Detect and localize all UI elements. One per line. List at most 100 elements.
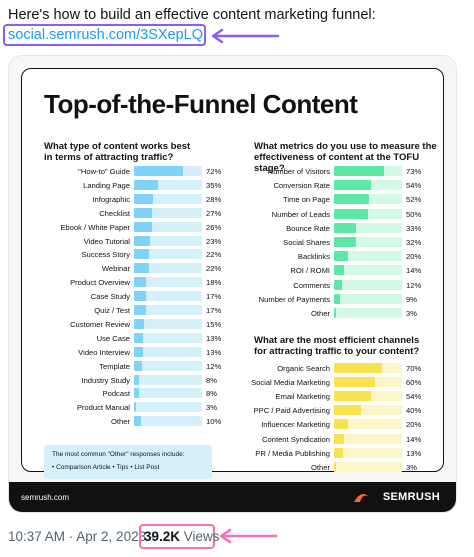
- bar-label: ROI / ROMI: [22, 265, 330, 276]
- bar-label: Content Syndication: [22, 434, 330, 445]
- bar: [334, 405, 362, 416]
- bar-label: Conversion Rate: [22, 180, 330, 191]
- bar-label: Number of Leads: [22, 209, 330, 220]
- bar-value-label: 12%: [406, 280, 422, 290]
- bar-label: "How-to" Guide: [22, 166, 130, 177]
- tweet-timestamp[interactable]: 10:37 AM · Apr 2, 2023 ·: [8, 529, 155, 544]
- bar-track: [134, 277, 202, 288]
- category-label: Video Interview: [78, 347, 130, 357]
- bar: [334, 237, 356, 247]
- bar: [334, 194, 370, 205]
- infographic-card[interactable]: Top-of-the-Funnel Content What type of c…: [8, 55, 457, 513]
- bar: [134, 193, 154, 204]
- bar-value-label: 13%: [206, 347, 222, 357]
- bar: [334, 166, 384, 176]
- bar: [134, 318, 145, 329]
- bar-label: Other: [22, 462, 330, 473]
- infographic-panel: Top-of-the-Funnel Content What type of c…: [21, 68, 444, 479]
- bar: [334, 279, 343, 290]
- category-label: Webinar: [101, 264, 130, 274]
- bar-value-label: 14%: [406, 434, 422, 444]
- bar-label: Template: [22, 361, 130, 372]
- bar-value-label: 22%: [206, 264, 222, 274]
- bar: [134, 291, 146, 302]
- bar: [134, 305, 146, 315]
- tweet-text: Here's how to build an effective content…: [8, 7, 376, 23]
- bar: [334, 461, 337, 472]
- bar: [134, 263, 149, 274]
- bar-track: [334, 251, 402, 262]
- bar-label: Bounce Rate: [22, 223, 330, 234]
- bar-value-label: 8%: [206, 389, 217, 399]
- category-label: Quiz / Test: [94, 306, 130, 315]
- bar-value-label: 14%: [406, 266, 422, 276]
- bar-value-label: 40%: [406, 406, 422, 416]
- bar-value-label: 3%: [406, 462, 417, 472]
- other-responses-note: The most common "Other" responses includ…: [44, 445, 212, 479]
- bar-track: [134, 416, 202, 427]
- bar: [334, 377, 375, 388]
- bar-label: Success Story: [22, 249, 130, 260]
- question-line: What type of content works best: [44, 141, 191, 152]
- bar-label: Other: [22, 416, 130, 427]
- bar-label: Other: [22, 308, 330, 319]
- other-note-heading: The most common "Other" responses includ…: [52, 451, 185, 458]
- bar-value-label: 3%: [206, 403, 217, 413]
- bar: [134, 388, 140, 399]
- question-line: What are the most efficient channels: [254, 335, 420, 346]
- bar-track: [334, 222, 402, 233]
- question-metrics: What metrics do you use to measure the e…: [254, 141, 443, 174]
- link-highlight-box: [3, 24, 206, 46]
- semrush-flame-icon: [354, 494, 368, 502]
- infographic-footer: semrush.com SEMRUSH: [9, 482, 456, 512]
- bar-value-label: 3%: [406, 309, 417, 318]
- bar-track: [334, 279, 402, 290]
- bar-value-label: 50%: [406, 209, 422, 219]
- bar-label: Number of Payments: [22, 294, 330, 305]
- bar-label: Product Manual: [22, 402, 130, 413]
- bar: [334, 265, 344, 276]
- bar-track: [334, 237, 402, 247]
- other-note-items: • Comparison Article • Tips • List Post: [52, 464, 160, 471]
- bar-track: [134, 388, 202, 399]
- tweet-views[interactable]: 39.2K Views: [144, 529, 220, 544]
- bar-value-label: 22%: [206, 250, 222, 260]
- category-label: Time on Page: [283, 195, 330, 205]
- question-channels: What are the most efficient channels for…: [254, 335, 419, 357]
- bar-label: Landing Page: [22, 180, 130, 191]
- bar-label: Organic Search: [22, 363, 330, 374]
- bar-label: Quiz / Test: [22, 305, 130, 316]
- footer-site: semrush.com: [21, 493, 70, 502]
- bar-label: Use Case: [22, 333, 130, 344]
- bar-label: Email Marketing: [22, 391, 330, 402]
- bar: [334, 447, 343, 458]
- bar-track: [134, 249, 202, 260]
- category-label: Conversion Rate: [273, 181, 330, 191]
- brand-logo-text: SEMRUSH: [382, 491, 440, 503]
- category-label: Other: [311, 462, 330, 472]
- bar-label: Social Shares: [22, 237, 330, 248]
- category-label: Number of Payments: [258, 294, 330, 304]
- bar-track: [334, 308, 402, 318]
- bar-track: [334, 377, 402, 388]
- category-label: Content Syndication: [262, 434, 330, 444]
- bar-label: Comments: [22, 280, 330, 291]
- category-label: Podcast: [102, 389, 130, 399]
- bar: [334, 391, 371, 402]
- category-label: Checklist: [99, 208, 130, 218]
- tweet-link[interactable]: social.semrush.com/3SXepLQ.: [8, 27, 208, 43]
- infographic-title: Top-of-the-Funnel Content: [44, 89, 358, 119]
- views-label: Views: [180, 529, 220, 544]
- category-label: Email Marketing: [275, 392, 330, 402]
- bar-value-label: 18%: [206, 278, 222, 288]
- bar: [134, 179, 158, 190]
- bar: [134, 221, 152, 232]
- bar-track: [134, 291, 202, 302]
- bar-label: Ebook / White Paper: [22, 222, 130, 233]
- bar-value-label: 12%: [206, 361, 222, 371]
- bar-track: [334, 180, 402, 191]
- bar-track: [134, 166, 202, 176]
- bar-label: Number of Visitors: [22, 166, 330, 177]
- bar-value-label: 17%: [206, 306, 222, 315]
- bar: [134, 249, 149, 260]
